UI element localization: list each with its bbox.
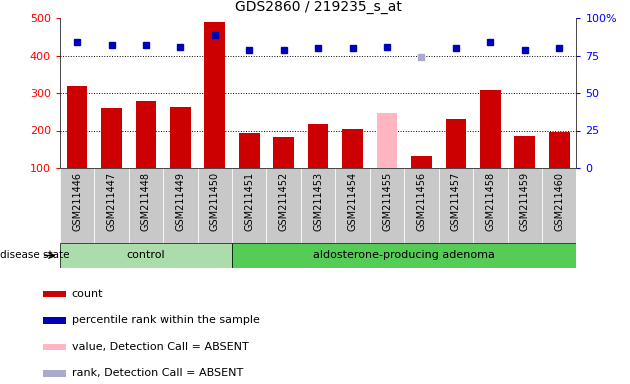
Bar xyxy=(370,168,404,243)
Bar xyxy=(135,101,156,168)
Text: GSM211453: GSM211453 xyxy=(313,172,323,231)
Bar xyxy=(301,168,335,243)
Text: rank, Detection Call = ABSENT: rank, Detection Call = ABSENT xyxy=(72,368,243,378)
Text: aldosterone-producing adenoma: aldosterone-producing adenoma xyxy=(313,250,495,260)
Bar xyxy=(473,168,508,243)
Bar xyxy=(411,156,432,168)
Bar xyxy=(445,119,466,168)
Bar xyxy=(43,370,66,377)
Text: control: control xyxy=(127,250,165,260)
Bar xyxy=(480,90,501,168)
Bar xyxy=(239,133,260,168)
Bar xyxy=(438,168,473,243)
Bar xyxy=(266,168,301,243)
Text: GSM211452: GSM211452 xyxy=(278,172,289,231)
Bar xyxy=(515,136,535,168)
Text: GSM211458: GSM211458 xyxy=(485,172,495,231)
Bar xyxy=(273,137,294,168)
Bar xyxy=(94,168,129,243)
Text: GSM211460: GSM211460 xyxy=(554,172,564,231)
Bar xyxy=(377,113,398,168)
Title: GDS2860 / 219235_s_at: GDS2860 / 219235_s_at xyxy=(235,0,401,14)
Bar xyxy=(60,168,94,243)
Bar xyxy=(542,168,576,243)
Bar xyxy=(308,124,328,168)
Text: GSM211451: GSM211451 xyxy=(244,172,255,231)
Bar xyxy=(170,107,191,168)
Bar xyxy=(129,168,163,243)
Bar xyxy=(342,129,363,168)
Text: GSM211456: GSM211456 xyxy=(416,172,427,231)
Bar xyxy=(549,132,570,168)
Bar xyxy=(163,168,198,243)
Text: disease state: disease state xyxy=(0,250,69,260)
Bar xyxy=(205,22,225,168)
Bar xyxy=(60,243,232,268)
Text: GSM211446: GSM211446 xyxy=(72,172,82,231)
Text: GSM211447: GSM211447 xyxy=(106,172,117,231)
Bar xyxy=(508,168,542,243)
Text: GSM211450: GSM211450 xyxy=(210,172,220,231)
Text: GSM211449: GSM211449 xyxy=(175,172,185,231)
Bar xyxy=(335,168,370,243)
Bar xyxy=(198,168,232,243)
Text: GSM211448: GSM211448 xyxy=(141,172,151,231)
Text: GSM211459: GSM211459 xyxy=(520,172,530,231)
Bar xyxy=(101,108,122,168)
Bar xyxy=(232,243,576,268)
Bar xyxy=(67,86,88,168)
Text: percentile rank within the sample: percentile rank within the sample xyxy=(72,315,260,325)
Text: value, Detection Call = ABSENT: value, Detection Call = ABSENT xyxy=(72,342,249,352)
Bar xyxy=(43,291,66,297)
Bar xyxy=(404,168,438,243)
Bar xyxy=(43,317,66,324)
Bar xyxy=(43,344,66,350)
Text: GSM211454: GSM211454 xyxy=(348,172,358,231)
Text: GSM211455: GSM211455 xyxy=(382,172,392,231)
Bar xyxy=(232,168,266,243)
Text: count: count xyxy=(72,289,103,299)
Text: GSM211457: GSM211457 xyxy=(451,172,461,231)
